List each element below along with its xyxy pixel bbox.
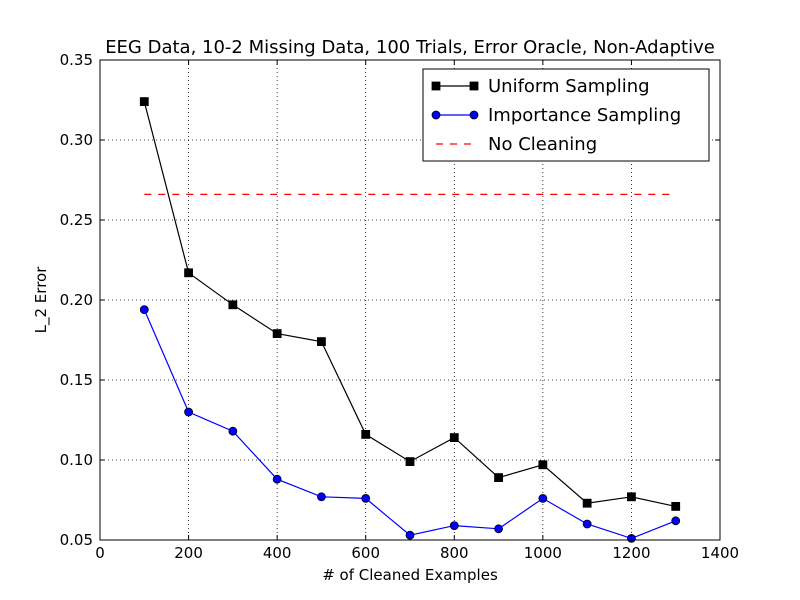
chart-title: EEG Data, 10-2 Missing Data, 100 Trials,… — [105, 37, 715, 58]
y-tick-label: 0.30 — [60, 131, 93, 149]
legend: Uniform Sampling Importance Sampling No Cl… — [422, 68, 710, 162]
y-tick-label: 0.35 — [60, 51, 93, 69]
data-point — [317, 492, 326, 502]
data-point — [538, 460, 548, 470]
data-point — [184, 268, 193, 278]
data-point — [627, 492, 636, 502]
y-tick-label: 0.05 — [60, 531, 93, 549]
y-tick-label: 0.25 — [60, 211, 93, 229]
y-tick-label: 0.15 — [60, 371, 93, 389]
data-point — [361, 429, 371, 439]
data-point — [494, 524, 503, 534]
data-point — [671, 501, 681, 511]
data-point — [228, 300, 238, 310]
x-tick-label: 1200 — [612, 544, 650, 562]
legend-marker — [469, 110, 479, 120]
legend-label: No Cleaning — [488, 134, 597, 155]
data-point — [361, 493, 371, 503]
x-tick-label: 1400 — [701, 544, 739, 562]
series-uniform-sampling — [139, 97, 681, 511]
y-tick-label: 0.20 — [60, 291, 93, 309]
data-point — [449, 521, 459, 530]
y-axis-title: L_2 Error — [32, 266, 51, 334]
data-point — [494, 473, 503, 483]
x-tick-label: 1000 — [524, 544, 562, 562]
data-point — [184, 407, 193, 417]
data-point — [405, 530, 415, 540]
legend-marker — [431, 81, 441, 91]
series-line — [143, 309, 676, 540]
data-point — [272, 329, 282, 339]
legend-label: Uniform Sampling — [488, 76, 650, 97]
x-tick-label: 800 — [440, 544, 469, 562]
data-point — [228, 426, 238, 436]
x-axis-title: # of Cleaned Examples — [322, 566, 498, 584]
data-point — [272, 474, 282, 484]
x-tick-label: 400 — [263, 544, 292, 562]
data-point — [582, 498, 592, 508]
legend-marker — [431, 110, 441, 120]
x-tick-label: 600 — [351, 544, 380, 562]
axis-ticks: 0 200 400 600 800 1000 1200 1400 0.05 0.10 0.15 0.2… — [60, 51, 740, 562]
data-point — [671, 516, 681, 526]
series-line — [143, 101, 676, 507]
data-point — [582, 519, 592, 529]
y-tick-label: 0.10 — [60, 451, 93, 469]
legend-label: Importance Sampling — [488, 105, 681, 126]
data-point — [139, 305, 149, 315]
data-point — [449, 433, 459, 443]
series-layer — [139, 97, 681, 543]
data-point — [317, 337, 326, 347]
x-tick-label: 200 — [174, 544, 203, 562]
legend-marker — [469, 81, 479, 91]
data-point — [405, 457, 415, 467]
series-importance-sampling — [139, 305, 681, 543]
x-tick-label: 0 — [95, 544, 105, 562]
data-point — [139, 97, 149, 106]
data-point — [538, 493, 548, 503]
